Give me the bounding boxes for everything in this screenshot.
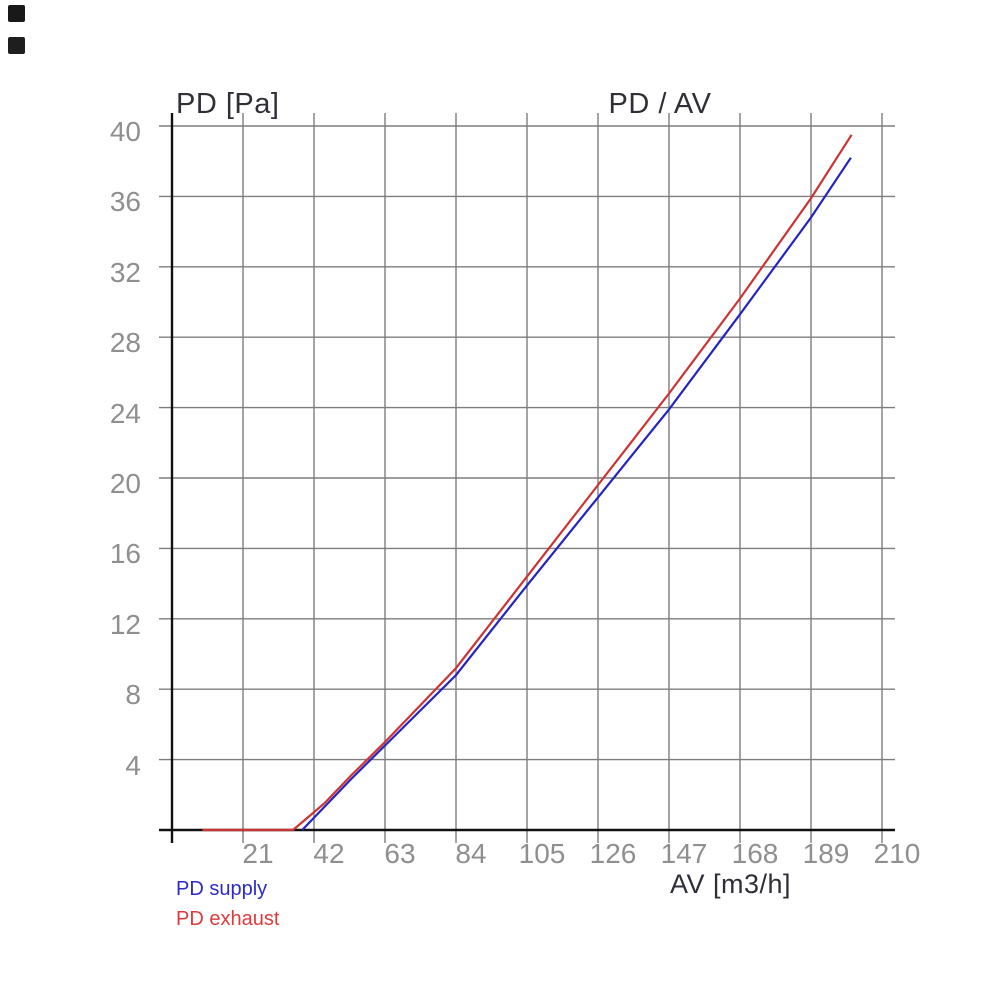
- y-tick-label: 40: [109, 116, 141, 147]
- series-pd-supply: [301, 157, 852, 831]
- y-tick-label: 32: [109, 256, 141, 288]
- legend-pd-supply: PD supply: [176, 878, 268, 900]
- x-tick-label: 189: [802, 838, 850, 869]
- x-tick-label: 42: [313, 838, 345, 869]
- y-tick-label: 24: [109, 397, 141, 429]
- x-tick-label: 126: [589, 838, 637, 869]
- x-tick-label: 105: [518, 838, 566, 869]
- y-tick-label: 12: [109, 608, 141, 640]
- y-tick-label: 20: [109, 468, 141, 499]
- y-tick-label: 16: [109, 538, 141, 570]
- x-tick-label: 147: [660, 838, 708, 869]
- y-tick-label: 36: [109, 186, 141, 218]
- y-axis-title: PD [Pa]: [176, 88, 280, 120]
- y-tick-label: 28: [109, 327, 141, 359]
- dark-square-marker-2: [8, 37, 25, 54]
- chart-title: PD / AV: [608, 88, 712, 120]
- dark-square-marker-1: [8, 5, 25, 22]
- y-tick-label: 8: [125, 679, 141, 711]
- x-tick-label: 210: [873, 838, 921, 869]
- x-tick-label: 63: [384, 838, 416, 869]
- y-tick-label: 4: [125, 749, 141, 781]
- x-axis-title: AV [m3/h]: [670, 869, 792, 899]
- legend-pd-exhaust: PD exhaust: [176, 908, 280, 930]
- x-tick-label: 21: [242, 838, 274, 869]
- x-tick-label: 168: [731, 838, 779, 869]
- x-tick-label: 84: [455, 838, 487, 869]
- series-pd-exhaust: [202, 134, 853, 832]
